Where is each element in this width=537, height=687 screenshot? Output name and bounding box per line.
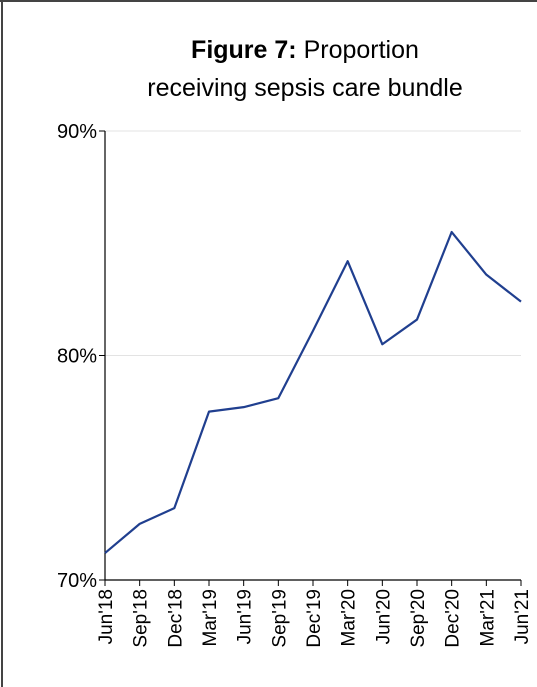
- x-tick-label: Mar'20: [339, 589, 360, 646]
- title-label: Figure 7:: [191, 36, 297, 64]
- chart-title: Figure 7: Proportion: [191, 36, 419, 64]
- y-tick-label: 70%: [57, 570, 97, 592]
- x-tick-label: Jun'20: [373, 589, 394, 644]
- x-tick-label: Jun'18: [96, 589, 117, 644]
- x-tick-label: Dec'20: [443, 589, 464, 648]
- x-tick-label: Dec'18: [165, 589, 186, 648]
- x-tick-label: Sep'20: [408, 589, 429, 648]
- line: [104, 230, 522, 554]
- x-tick-label: Jun'19: [235, 589, 256, 644]
- x-tick-label: Sep'18: [131, 589, 152, 648]
- x-tick-label: Dec'19: [304, 589, 325, 648]
- y-tick-label: 80%: [57, 346, 97, 368]
- x-tick-label: Mar'21: [477, 589, 498, 646]
- chart-title-line2: receiving sepsis care bundle: [147, 74, 462, 102]
- title-line: Proportion: [304, 36, 419, 64]
- x-tick-label: Jun'21: [512, 589, 533, 644]
- y-tick-label: 90%: [57, 121, 97, 143]
- x-tick-label: Mar'19: [200, 589, 221, 646]
- x-tick-label: Sep'19: [269, 589, 290, 648]
